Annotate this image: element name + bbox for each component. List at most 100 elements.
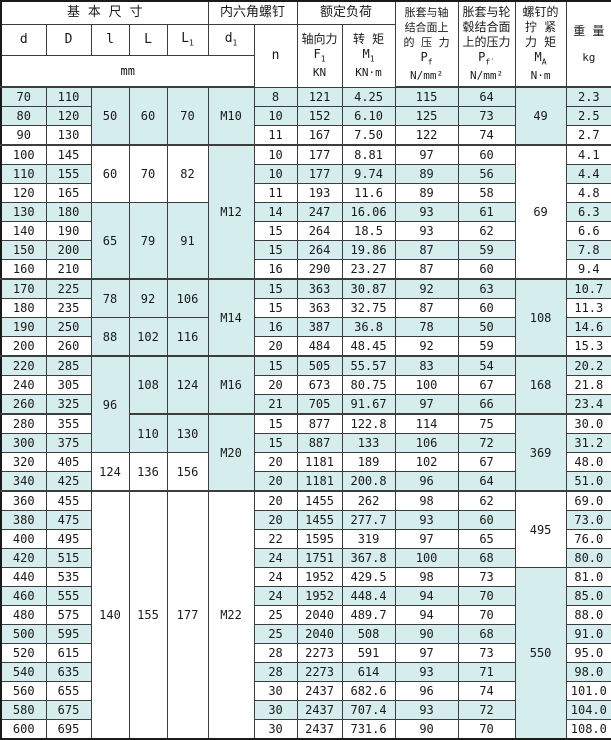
cell-torque: 23.27 bbox=[341, 259, 396, 280]
cell-pressure-hub: 59 bbox=[457, 336, 516, 357]
cell-n: 25 bbox=[253, 605, 298, 625]
cell-D: 190 bbox=[45, 221, 92, 241]
cell-d: 340 bbox=[0, 471, 47, 492]
cell-pressure-hub: 62 bbox=[457, 221, 516, 241]
cell-torque: 508 bbox=[341, 624, 396, 644]
table-row: 150 200 15 264 19.86 87 59 7.8 bbox=[0, 240, 611, 260]
cell-axial-force: 1181 bbox=[296, 452, 343, 472]
cell-L: 70 bbox=[128, 144, 168, 203]
cell-n: 20 bbox=[253, 510, 298, 530]
cell-D: 495 bbox=[45, 529, 92, 549]
cell-torque: 32.75 bbox=[341, 298, 396, 318]
cell-d: 130 bbox=[0, 202, 47, 222]
cell-D: 120 bbox=[45, 106, 92, 126]
cell-D: 635 bbox=[45, 662, 92, 682]
cell-pressure-hub: 62 bbox=[457, 490, 516, 511]
cell-axial-force: 290 bbox=[296, 259, 343, 280]
header-hex-socket-screw: 内六角螺钉 bbox=[207, 0, 298, 25]
cell-axial-force: 264 bbox=[296, 240, 343, 260]
tightening-torque-symbol: MA bbox=[534, 49, 547, 67]
header-rated-load: 额定负荷 bbox=[296, 0, 396, 25]
cell-torque: 200.8 bbox=[341, 471, 396, 492]
cell-torque: 319 bbox=[341, 529, 396, 549]
pressure-shaft-symbol: Pf bbox=[420, 49, 433, 67]
cell-axial-force: 877 bbox=[296, 413, 343, 434]
cell-d: 320 bbox=[0, 452, 47, 472]
cell-D: 375 bbox=[45, 433, 92, 453]
cell-L: 60 bbox=[128, 86, 168, 146]
cell-d1: M14 bbox=[207, 278, 255, 357]
cell-pressure-shaft: 89 bbox=[394, 164, 459, 184]
cell-pressure-shaft: 125 bbox=[394, 106, 459, 126]
cell-D: 695 bbox=[45, 719, 92, 740]
table-row: 320 405 124 136 156 20 1181 189 102 67 48.0 bbox=[0, 452, 611, 492]
cell-D: 305 bbox=[45, 375, 92, 395]
cell-torque: 19.86 bbox=[341, 240, 396, 260]
cell-axial-force: 167 bbox=[296, 125, 343, 146]
cell-torque: 133 bbox=[341, 433, 396, 453]
cell-D: 285 bbox=[45, 355, 92, 376]
cell-torque: 7.50 bbox=[341, 125, 396, 146]
cell-weight: 6.3 bbox=[565, 202, 611, 222]
cell-d: 400 bbox=[0, 529, 47, 549]
cell-n: 25 bbox=[253, 624, 298, 644]
cell-d: 280 bbox=[0, 413, 47, 434]
cell-weight: 101.0 bbox=[565, 681, 611, 701]
col-l: l bbox=[90, 24, 130, 56]
cell-pressure-shaft: 100 bbox=[394, 548, 459, 568]
cell-l: 65 bbox=[90, 202, 130, 280]
cell-pressure-shaft: 89 bbox=[394, 183, 459, 203]
cell-D: 595 bbox=[45, 624, 92, 644]
cell-D: 250 bbox=[45, 317, 92, 337]
cell-torque: 591 bbox=[341, 643, 396, 663]
header-pressure-hub: 胀套与轮 毂结合面 上的压力 Pf′ N/mm² bbox=[457, 0, 516, 88]
cell-n: 10 bbox=[253, 106, 298, 126]
cell-axial-force: 387 bbox=[296, 317, 343, 337]
pressure-hub-line3: 上的压力 bbox=[462, 34, 511, 49]
weight-label: 重 量 bbox=[573, 23, 605, 38]
cell-L1: 177 bbox=[166, 490, 209, 740]
cell-pressure-hub: 60 bbox=[457, 298, 516, 318]
cell-d: 80 bbox=[0, 106, 47, 126]
cell-pressure-shaft: 93 bbox=[394, 202, 459, 222]
cell-pressure-hub: 68 bbox=[457, 548, 516, 568]
cell-pressure-hub: 71 bbox=[457, 662, 516, 682]
cell-n: 16 bbox=[253, 317, 298, 337]
cell-weight: 88.0 bbox=[565, 605, 611, 625]
header-weight: 重 量 kg bbox=[565, 0, 611, 88]
table-row: 400 495 22 1595 319 97 65 76.0 bbox=[0, 529, 611, 549]
table-row: 200 260 20 484 48.45 92 59 15.3 bbox=[0, 336, 611, 357]
cell-d: 580 bbox=[0, 700, 47, 720]
cell-tightening-torque: 369 bbox=[514, 413, 567, 492]
cell-n: 21 bbox=[253, 394, 298, 415]
cell-axial-force: 887 bbox=[296, 433, 343, 453]
cell-tightening-torque: 108 bbox=[514, 278, 567, 357]
cell-L1: 82 bbox=[166, 144, 209, 203]
cell-pressure-hub: 67 bbox=[457, 375, 516, 395]
tightening-torque-line1: 螺钉的 bbox=[522, 4, 559, 19]
tightening-torque-line2: 拧 紧 bbox=[524, 19, 557, 34]
cell-D: 455 bbox=[45, 490, 92, 511]
cell-D: 555 bbox=[45, 586, 92, 606]
cell-weight: 20.2 bbox=[565, 355, 611, 376]
cell-weight: 95.0 bbox=[565, 643, 611, 663]
cell-n: 28 bbox=[253, 643, 298, 663]
cell-weight: 6.6 bbox=[565, 221, 611, 241]
cell-pressure-hub: 56 bbox=[457, 164, 516, 184]
cell-pressure-hub: 60 bbox=[457, 510, 516, 530]
cell-pressure-hub: 67 bbox=[457, 452, 516, 472]
cell-pressure-hub: 70 bbox=[457, 605, 516, 625]
cell-torque: 277.7 bbox=[341, 510, 396, 530]
table-row: 80 120 10 152 6.10 125 73 2.5 bbox=[0, 106, 611, 126]
cell-pressure-shaft: 96 bbox=[394, 471, 459, 492]
table-row: 100 145 60 70 82 M12 10 177 8.81 97 60 69 4.1 bbox=[0, 144, 611, 280]
cell-n: 20 bbox=[253, 375, 298, 395]
cell-tightening-torque: 69 bbox=[514, 144, 567, 280]
cell-axial-force: 363 bbox=[296, 298, 343, 318]
cell-pressure-shaft: 87 bbox=[394, 298, 459, 318]
cell-L1: 130 bbox=[166, 413, 209, 453]
table-row: 260 325 21 705 91.67 97 66 23.4 bbox=[0, 394, 611, 415]
cell-weight: 80.0 bbox=[565, 548, 611, 568]
cell-weight: 104.0 bbox=[565, 700, 611, 720]
